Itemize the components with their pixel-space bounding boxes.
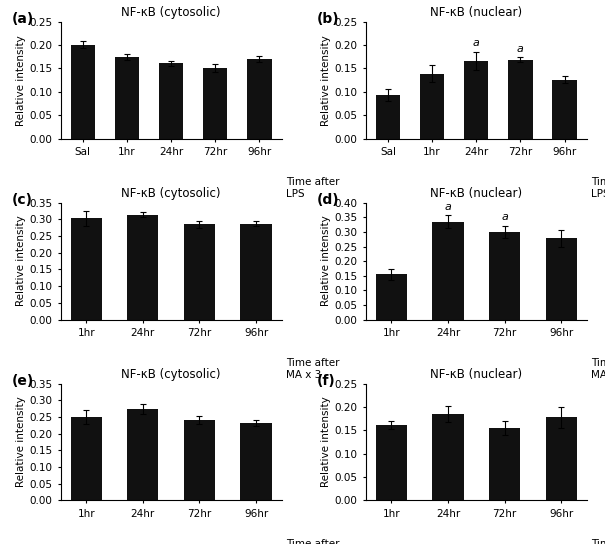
Bar [71, 45, 95, 139]
Bar [184, 421, 215, 500]
Bar [546, 417, 577, 500]
Bar [240, 224, 272, 319]
Bar [159, 63, 183, 139]
Bar [420, 73, 444, 139]
Text: a: a [445, 202, 451, 212]
Bar [433, 414, 463, 500]
Bar [71, 219, 102, 319]
Bar [247, 59, 272, 139]
Text: (b): (b) [317, 13, 339, 27]
Y-axis label: Relative intensity: Relative intensity [321, 35, 332, 126]
Title: NF-κB (nuclear): NF-κB (nuclear) [430, 187, 522, 200]
Bar [71, 417, 102, 500]
Title: NF-κB (nuclear): NF-κB (nuclear) [430, 368, 522, 381]
Text: Time after
LPS: Time after LPS [591, 177, 605, 199]
Bar [508, 60, 532, 139]
Bar [203, 68, 227, 139]
Bar [240, 423, 272, 500]
Bar [115, 57, 139, 139]
Title: NF-κB (cytosolic): NF-κB (cytosolic) [122, 368, 221, 381]
Text: Time after
MA x 3: Time after MA x 3 [286, 358, 339, 380]
Y-axis label: Relative intensity: Relative intensity [321, 397, 332, 487]
Bar [376, 95, 400, 139]
Y-axis label: Relative intensity: Relative intensity [321, 216, 332, 306]
Bar [552, 79, 577, 139]
Text: Time after
MA x 3: Time after MA x 3 [591, 358, 605, 380]
Title: NF-κB (cytosolic): NF-κB (cytosolic) [122, 6, 221, 19]
Text: (a): (a) [12, 13, 34, 27]
Text: Time after
LPS: Time after LPS [286, 177, 339, 199]
Title: NF-κB (cytosolic): NF-κB (cytosolic) [122, 187, 221, 200]
Y-axis label: Relative intensity: Relative intensity [16, 216, 26, 306]
Y-axis label: Relative intensity: Relative intensity [16, 35, 26, 126]
Text: Time after
MA x 3: Time after MA x 3 [591, 539, 605, 544]
Text: a: a [473, 38, 480, 48]
Bar [127, 215, 159, 319]
Bar [464, 61, 488, 139]
Bar [376, 425, 407, 500]
Bar [184, 225, 215, 319]
Bar [489, 232, 520, 319]
Title: NF-κB (nuclear): NF-κB (nuclear) [430, 6, 522, 19]
Text: (f): (f) [317, 374, 336, 388]
Bar [546, 238, 577, 319]
Y-axis label: Relative intensity: Relative intensity [16, 397, 26, 487]
Text: a: a [517, 44, 524, 54]
Text: (d): (d) [317, 194, 339, 207]
Bar [127, 409, 159, 500]
Bar [489, 428, 520, 500]
Bar [376, 274, 407, 319]
Text: Time after
MA x 3: Time after MA x 3 [286, 539, 339, 544]
Text: a: a [501, 212, 508, 222]
Bar [433, 222, 463, 319]
Text: (e): (e) [12, 374, 34, 388]
Text: (c): (c) [12, 194, 33, 207]
